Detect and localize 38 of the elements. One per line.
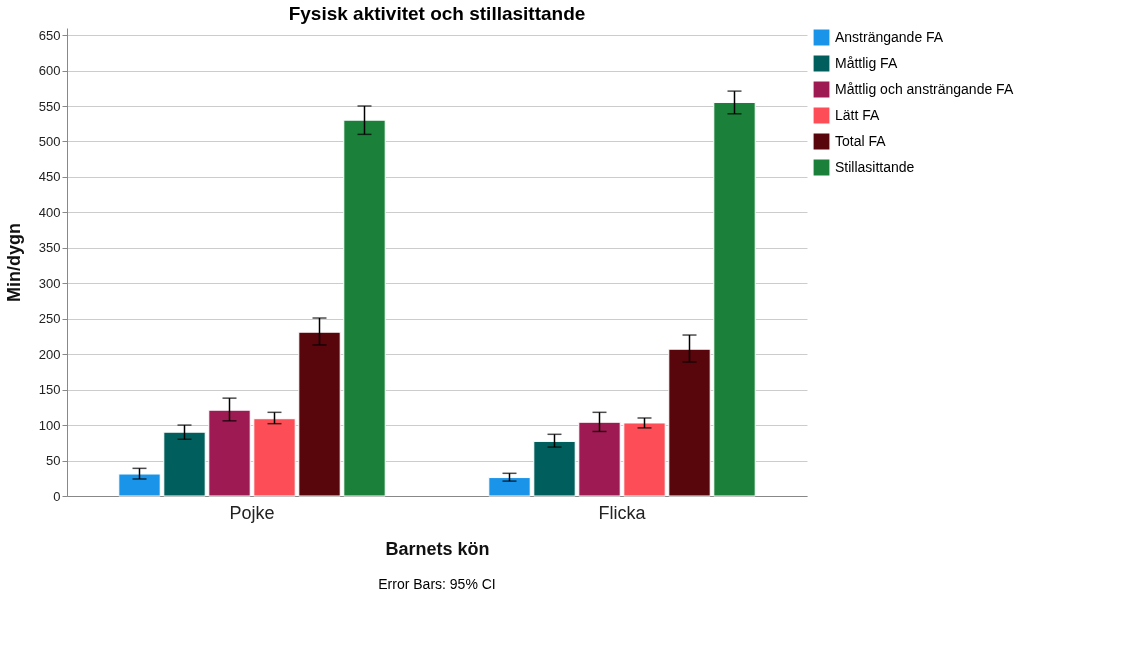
legend-label: Total FA <box>835 132 887 149</box>
bar <box>253 418 296 497</box>
y-tick-label: 250 <box>38 311 61 327</box>
bar <box>668 348 711 497</box>
legend-label: Ansträngande FA <box>835 28 944 45</box>
y-tick-label: 300 <box>38 275 61 291</box>
y-tick-label: 550 <box>38 98 61 114</box>
x-tick-label: Flicka <box>598 502 647 523</box>
y-tick-label: 600 <box>38 63 61 79</box>
legend-label: Stillasittande <box>835 158 915 175</box>
x-axis-title: Barnets kön <box>385 538 490 559</box>
y-tick-label: 150 <box>38 382 61 398</box>
y-tick-label: 200 <box>38 346 61 362</box>
bar <box>713 101 756 497</box>
bar <box>298 331 341 497</box>
chart-title: Fysisk aktivitet och stillasittande <box>288 3 586 24</box>
y-tick-label: 0 <box>53 488 61 504</box>
bar <box>208 409 251 497</box>
y-tick-label: 50 <box>46 453 61 469</box>
legend-label: Måttlig och ansträngande FA <box>835 80 1014 97</box>
bar <box>578 421 621 497</box>
legend-label: Lätt FA <box>835 106 881 123</box>
y-axis-title: Min/dygn <box>3 223 24 302</box>
legend-label: Måttlig FA <box>835 54 898 71</box>
y-tick-label: 500 <box>38 133 61 149</box>
y-tick-label: 350 <box>38 240 61 256</box>
bar <box>488 477 531 497</box>
y-tick-label: 100 <box>38 417 61 433</box>
x-tick-label: Pojke <box>229 502 275 523</box>
y-tick-label: 650 <box>38 27 61 43</box>
bar <box>533 440 576 497</box>
text: Error Bars: 95% CI <box>378 576 496 592</box>
bar <box>118 473 161 497</box>
bar <box>163 431 206 497</box>
y-tick-label: 400 <box>38 204 61 220</box>
bar <box>343 119 386 497</box>
bar <box>623 422 666 497</box>
y-tick-label: 450 <box>38 169 61 185</box>
